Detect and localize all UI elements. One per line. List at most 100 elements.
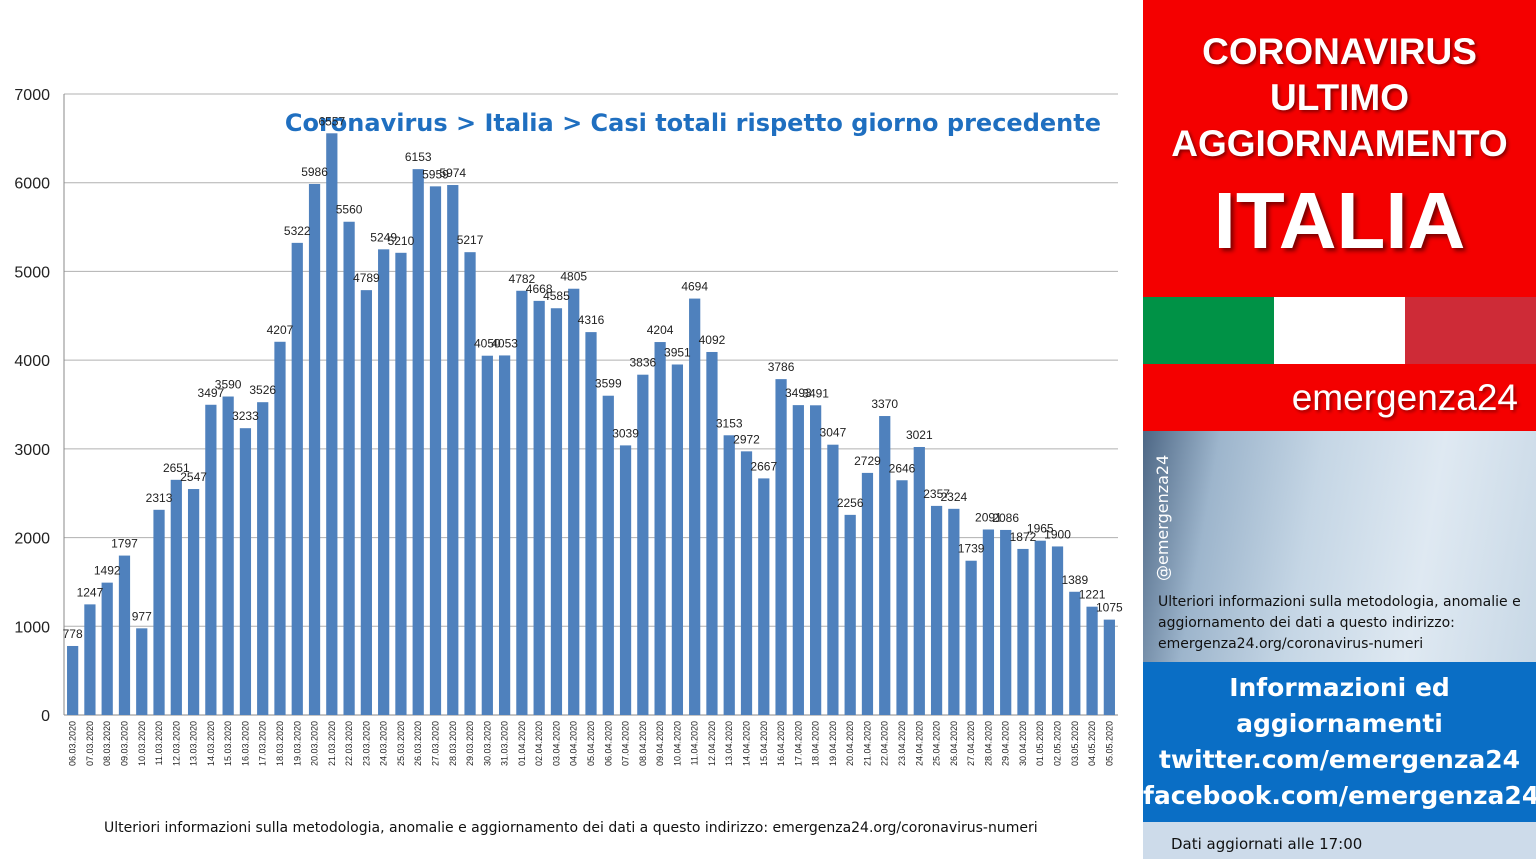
social-line-1: Informazioni ed <box>1229 673 1450 702</box>
bar <box>896 480 908 715</box>
headline-line-1: CORONAVIRUS <box>1202 31 1477 72</box>
x-tick-label: 27.04.2020 <box>966 721 976 766</box>
bar-value-label: 2324 <box>941 490 968 504</box>
bar-value-label: 5249 <box>370 230 397 244</box>
bar <box>568 288 580 715</box>
bar-value-label: 5210 <box>388 234 415 248</box>
bar <box>170 479 182 715</box>
y-tick-label: 4000 <box>14 353 50 370</box>
bar <box>930 505 943 715</box>
bar-value-label: 5959 <box>422 167 449 181</box>
bar <box>671 364 684 715</box>
bar-value-label: 2547 <box>180 470 207 484</box>
update-time: Dati aggiornati alle 17:00 <box>1171 835 1363 853</box>
x-tick-label: 09.03.2020 <box>119 721 129 766</box>
bar-value-label: 4585 <box>543 289 570 303</box>
social-handle: @emergenza24 <box>1153 454 1172 581</box>
bar <box>222 396 234 715</box>
x-tick-label: 29.03.2020 <box>465 721 475 766</box>
bar <box>948 508 960 715</box>
facebook-link[interactable]: facebook.com/emergenza24 <box>1143 781 1536 810</box>
bar <box>965 560 977 715</box>
x-tick-label: 23.03.2020 <box>361 721 371 766</box>
bar-value-label: 2972 <box>733 432 760 446</box>
bar-value-label: 2256 <box>837 496 864 510</box>
bar-value-label: 3233 <box>232 409 259 423</box>
bar-value-label: 1900 <box>1044 527 1071 541</box>
bar-value-label: 4789 <box>353 271 380 285</box>
bar <box>308 183 321 715</box>
bar-value-label: 4092 <box>699 333 726 347</box>
bar-value-label: 977 <box>132 609 152 623</box>
bar <box>723 435 735 715</box>
bar-value-label: 2086 <box>992 511 1019 525</box>
bar-value-label: 3590 <box>215 378 242 392</box>
bar <box>879 416 891 715</box>
bar-value-label: 3370 <box>871 397 898 411</box>
twitter-link[interactable]: twitter.com/emergenza24 <box>1158 745 1521 774</box>
bar-value-label: 3047 <box>820 426 847 440</box>
y-tick-label: 2000 <box>14 531 50 548</box>
y-tick-label: 6000 <box>14 176 50 193</box>
bar <box>1103 619 1115 715</box>
x-tick-label: 15.03.2020 <box>223 721 233 766</box>
x-tick-label: 15.04.2020 <box>759 721 769 766</box>
x-tick-label: 12.03.2020 <box>171 721 181 766</box>
bar <box>1034 540 1046 715</box>
bar-value-label: 4050 <box>474 337 501 351</box>
bar-value-label: 2729 <box>854 454 881 468</box>
bar <box>67 645 79 715</box>
bar-value-label: 5974 <box>439 166 466 180</box>
bar <box>827 444 839 715</box>
x-tick-label: 20.04.2020 <box>845 721 855 766</box>
x-tick-label: 30.03.2020 <box>482 721 492 766</box>
x-tick-label: 23.04.2020 <box>897 721 907 766</box>
x-tick-label: 11.03.2020 <box>154 721 164 765</box>
bar-value-label: 5322 <box>284 224 311 238</box>
bar-value-label: 1965 <box>1027 522 1054 536</box>
x-tick-label: 03.04.2020 <box>551 721 561 766</box>
bar-value-label: 1389 <box>1061 573 1088 587</box>
x-tick-label: 10.04.2020 <box>672 721 682 766</box>
info-text: Ulteriori informazioni sulla metodologia… <box>1158 594 1521 652</box>
x-tick-label: 26.03.2020 <box>413 721 423 766</box>
bar <box>136 628 148 715</box>
bar-value-label: 1075 <box>1096 601 1123 615</box>
headline-box: CORONAVIRUS ULTIMO AGGIORNAMENTO ITALIA <box>1143 0 1536 297</box>
x-tick-label: 17.03.2020 <box>258 721 268 766</box>
x-tick-label: 28.04.2020 <box>983 721 993 766</box>
bar-value-label: 4668 <box>526 282 553 296</box>
x-tick-label: 02.05.2020 <box>1053 721 1063 766</box>
bar <box>706 351 718 715</box>
flag-red-stripe <box>1405 297 1536 364</box>
x-tick-label: 25.03.2020 <box>396 721 406 766</box>
bar <box>118 555 131 715</box>
bar <box>689 298 701 715</box>
bar-value-label: 4805 <box>560 270 587 284</box>
chart-area: 0 1000 2000 3000 4000 5000 6000 7000 Coronavirus… <box>14 87 1124 836</box>
x-tick-label: 26.04.2020 <box>949 721 959 766</box>
x-tick-label: 21.04.2020 <box>862 721 872 766</box>
x-tick-label: 05.05.2020 <box>1104 721 1114 766</box>
x-tick-label: 20.03.2020 <box>310 721 320 766</box>
bar <box>533 300 545 715</box>
x-tick-label: 22.04.2020 <box>880 721 890 766</box>
bar <box>516 290 528 715</box>
y-tick-label: 3000 <box>14 442 50 459</box>
social-line-2: aggiornamenti <box>1236 709 1443 738</box>
italian-flag <box>1143 297 1536 364</box>
update-time-bar: Dati aggiornati alle 17:00 <box>1143 822 1536 859</box>
bar <box>187 489 200 715</box>
x-tick-label: 02.04.2020 <box>534 721 544 766</box>
bar-value-label: 1221 <box>1079 588 1106 602</box>
bar <box>654 342 666 715</box>
bar <box>429 186 442 716</box>
bar-value-label: 3493 <box>785 386 812 400</box>
bar <box>792 405 804 715</box>
x-tick-label: 24.04.2020 <box>914 721 924 766</box>
bar <box>239 428 252 715</box>
flag-green-stripe <box>1143 297 1274 364</box>
bar <box>343 221 355 715</box>
x-tick-label: 12.04.2020 <box>707 721 717 766</box>
x-tick-label: 21.03.2020 <box>327 721 337 766</box>
